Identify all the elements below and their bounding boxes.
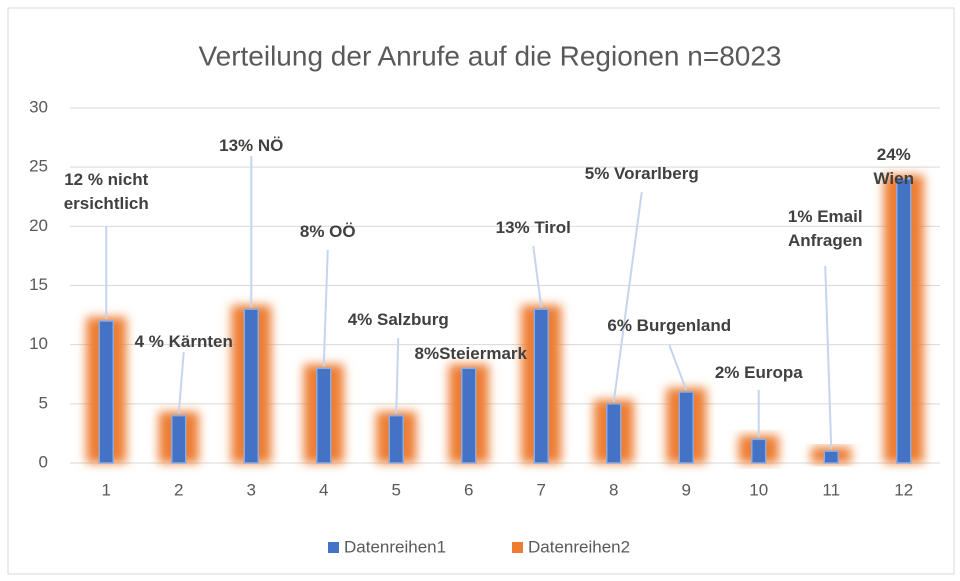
- data-label: 1% Email Anfragen: [787, 207, 863, 250]
- legend-label: Datenreihen2: [528, 537, 630, 556]
- bar: [533, 308, 549, 464]
- x-tick-label: 9: [682, 480, 691, 499]
- bar: [316, 367, 332, 464]
- data-label: 24% Wien: [873, 145, 914, 188]
- bar: [243, 308, 259, 464]
- data-label: 5% Vorarlberg: [584, 164, 699, 183]
- x-tick-label: 10: [749, 480, 768, 499]
- x-tick-label: 3: [247, 480, 256, 499]
- x-tick-label: 6: [464, 480, 473, 499]
- y-tick-label: 20: [29, 216, 48, 235]
- bar: [896, 178, 912, 464]
- leader-line: [177, 351, 185, 414]
- x-tick-label: 12: [894, 480, 913, 499]
- bar: [461, 367, 477, 464]
- leader-line: [395, 337, 400, 414]
- data-label: 8%Steiermark: [414, 344, 527, 363]
- y-tick-label: 15: [29, 275, 48, 294]
- x-tick-label: 2: [174, 480, 183, 499]
- x-tick-label: 11: [822, 480, 840, 499]
- chart-title: Verteilung der Anrufe auf die Regionen n…: [198, 40, 781, 71]
- legend-label: Datenreihen1: [344, 537, 446, 556]
- x-tick-label: 5: [392, 480, 401, 499]
- y-tick-label: 0: [39, 452, 48, 471]
- y-tick-label: 10: [29, 334, 48, 353]
- data-label: 6% Burgenland: [607, 316, 732, 335]
- data-label: 2% Europa: [714, 363, 803, 382]
- bar: [171, 414, 187, 464]
- chart-border: [7, 7, 955, 575]
- data-label: 4% Salzburg: [347, 310, 449, 329]
- bar: [678, 391, 694, 464]
- leader-line: [668, 344, 688, 391]
- y-tick-label: 25: [29, 157, 48, 176]
- leader-line: [612, 191, 643, 402]
- y-tick-label: 5: [39, 393, 48, 412]
- bar: [751, 438, 767, 464]
- x-tick-label: 8: [609, 480, 618, 499]
- bar: [98, 320, 114, 464]
- x-tick-label: 7: [537, 480, 546, 499]
- leader-line: [824, 265, 833, 450]
- bar: [388, 414, 404, 464]
- x-tick-label: 4: [319, 480, 328, 499]
- legend-swatch: [512, 542, 523, 553]
- leader-line: [532, 245, 543, 308]
- data-label: 4 % Kärnten: [134, 332, 233, 351]
- data-label: 8% OÖ: [299, 222, 356, 241]
- y-tick-label: 30: [29, 97, 48, 116]
- data-label: 13% Tirol: [495, 218, 571, 237]
- legend-swatch: [328, 542, 339, 553]
- x-tick-label: 1: [102, 480, 111, 499]
- data-label: 12 % nicht ersichtlich: [63, 170, 149, 213]
- data-label: 13% NÖ: [219, 136, 284, 155]
- leader-line: [322, 249, 329, 367]
- bar: [606, 403, 622, 464]
- bar: [823, 450, 839, 464]
